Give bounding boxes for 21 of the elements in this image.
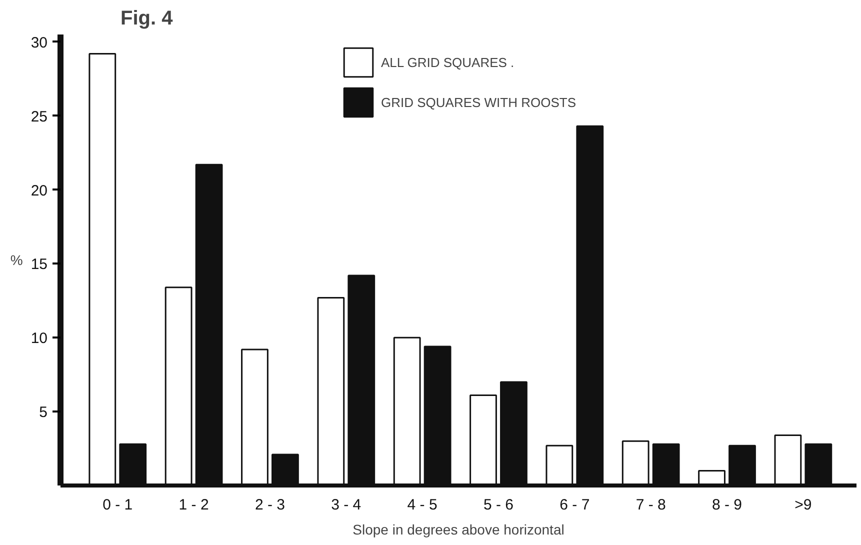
legend-label: ALL GRID SQUARES . (380, 54, 514, 70)
x-tick-label: 0 - 1 (102, 496, 133, 514)
y-tick-label: 20 (30, 182, 48, 200)
y-tick-label: 30 (30, 34, 48, 52)
x-tick-label: 8 - 9 (712, 496, 742, 514)
y-tick-label: 5 (39, 404, 48, 422)
x-tick-label: >9 (794, 496, 812, 514)
x-tick-label: 2 - 3 (254, 496, 285, 514)
y-tick-label: 15 (30, 256, 48, 274)
x-tick-label: 3 - 4 (331, 496, 362, 514)
x-tick-label: 1 - 2 (178, 496, 209, 514)
y-tick-label: 10 (30, 330, 48, 348)
y-tick-label: 25 (30, 108, 48, 126)
x-tick-label: 7 - 8 (636, 496, 666, 514)
x-axis-title: Slope in degrees above horizontal (352, 522, 564, 538)
x-tick-label: 6 - 7 (560, 496, 590, 514)
legend-label: GRID SQUARES WITH ROOSTS (380, 94, 576, 110)
x-tick-label: 5 - 6 (483, 496, 514, 514)
x-tick-label: 4 - 5 (407, 496, 438, 514)
chart-title: Fig. 4 (120, 8, 174, 30)
y-axis-title: % (10, 252, 23, 268)
